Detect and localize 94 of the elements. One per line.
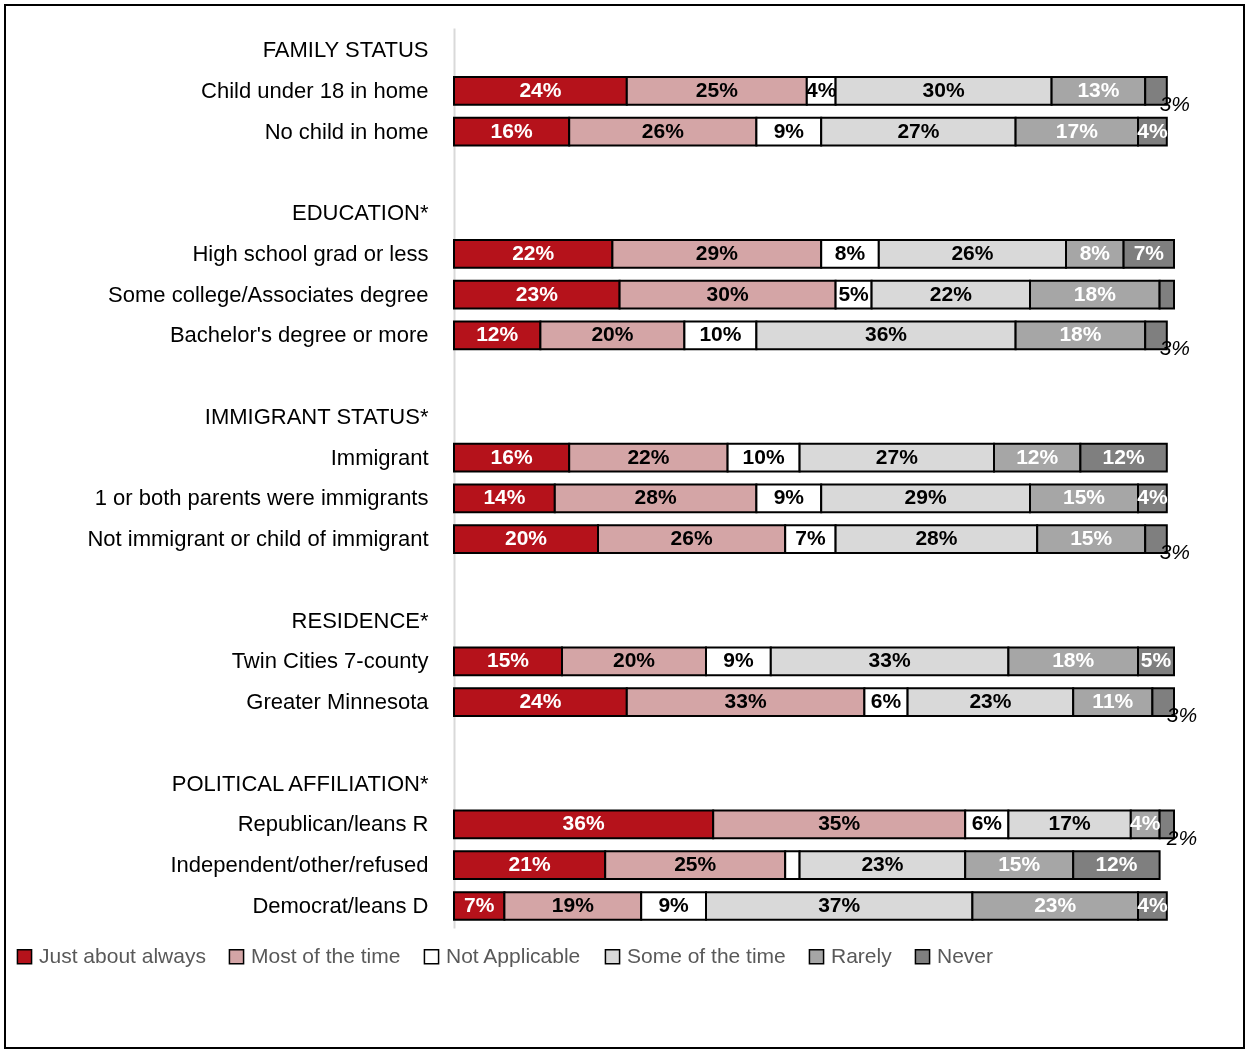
data-label: 3% [1159,540,1190,564]
data-label: 36% [562,811,605,835]
data-label: 28% [915,526,958,550]
data-label: 23% [861,852,904,876]
y-tick-label: Bachelor's degree or more [169,322,429,348]
legend-label: Some of the time [627,943,786,967]
data-label: 18% [1073,281,1117,305]
data-label: 30% [922,77,965,101]
data-label: 15% [1070,526,1113,550]
data-label: 33% [724,689,767,713]
data-label: 14% [483,485,526,509]
data-label: 28% [634,485,677,509]
y-tick-label: IMMIGRANT STATUS* [204,403,429,429]
y-tick-label: Twin Cities 7-county [231,648,429,674]
data-label: 19% [551,892,595,916]
data-label: 37% [818,892,861,916]
data-label: 26% [641,118,685,142]
y-tick-label: Democrat/leans D [252,892,429,918]
y-tick-label: EDUCATION* [292,200,429,226]
data-label: 12% [1095,852,1138,876]
data-label: 36% [864,322,908,346]
data-label: 20% [504,526,548,550]
data-label: 15% [998,852,1041,876]
data-label: 29% [904,485,947,509]
data-label: 5% [1140,648,1172,672]
data-label: 26% [951,240,994,264]
legend-label: Never [937,943,994,967]
data-label: 27% [897,118,940,142]
data-label: 3% [1159,336,1190,360]
data-label: 17% [1055,118,1099,142]
data-label: 23% [969,689,1012,713]
y-tick-label: Not immigrant or child of immigrant [87,526,429,552]
y-tick-label: Child under 18 in home [201,77,429,103]
y-tick-label: Immigrant [330,444,429,470]
y-tick-label: FAMILY STATUS [262,37,429,63]
legend-label: Not Applicable [446,943,581,967]
data-label: 5% [838,281,870,305]
data-label: 21% [508,852,551,876]
data-label: 7% [1133,240,1165,264]
data-label: 25% [674,852,717,876]
legend-label: Rarely [831,943,893,967]
data-label: 27% [875,444,919,468]
data-label: 12% [1102,444,1145,468]
data-label: 18% [1052,648,1095,672]
y-tick-label: Republican/leans R [237,811,429,837]
data-label: 29% [695,240,739,264]
data-label: 26% [670,526,713,550]
y-tick-label: Some college/Associates degree [108,281,429,307]
data-label: 8% [834,240,866,264]
data-label: 18% [1059,322,1102,346]
y-tick-label: POLITICAL AFFILIATION* [171,770,429,796]
data-label: 10% [742,444,785,468]
data-label: 20% [612,648,656,672]
legend-label: Most of the time [251,943,401,967]
data-label: 13% [1077,77,1120,101]
data-label: 16% [490,444,533,468]
legend-label: Just about always [39,943,206,967]
data-label: 8% [1079,240,1111,264]
data-label: 7% [795,526,826,550]
data-label: 6% [870,689,902,713]
data-label: 9% [773,118,805,142]
data-label: 20% [591,322,634,346]
data-label: 35% [818,811,861,835]
data-label: 2% [1165,825,1198,849]
data-label: 7% [464,892,495,916]
y-tick-label: 1 or both parents were immigrants [94,485,429,511]
data-label: 30% [706,281,749,305]
data-label: 17% [1048,811,1091,835]
data-label: 10% [699,322,742,346]
data-label: 25% [695,77,739,101]
y-tick-label: RESIDENCE* [291,607,429,633]
y-tick-label: Greater Minnesota [246,689,430,715]
data-label: 33% [868,648,911,672]
data-label: 3% [1159,91,1190,115]
y-tick-label: No child in home [264,118,429,144]
data-label: 16% [490,118,533,142]
data-label: 11% [1092,689,1134,713]
data-label: 24% [519,689,562,713]
data-label: 12% [476,322,519,346]
y-tick-label: High school grad or less [192,240,429,266]
data-label: 23% [1034,892,1077,916]
y-tick-label: Independent/other/refused [170,852,429,878]
data-label: 22% [929,281,973,305]
data-label: 12% [1016,444,1059,468]
data-label: 23% [515,281,559,305]
data-label: 9% [723,648,754,672]
data-label: 22% [512,240,555,264]
data-label: 22% [627,444,670,468]
data-label: 15% [486,648,530,672]
data-label: 15% [1062,485,1106,509]
data-label: 24% [519,77,562,101]
data-label: 9% [658,892,690,916]
data-label: 9% [773,485,805,509]
data-label: 6% [971,811,1003,835]
